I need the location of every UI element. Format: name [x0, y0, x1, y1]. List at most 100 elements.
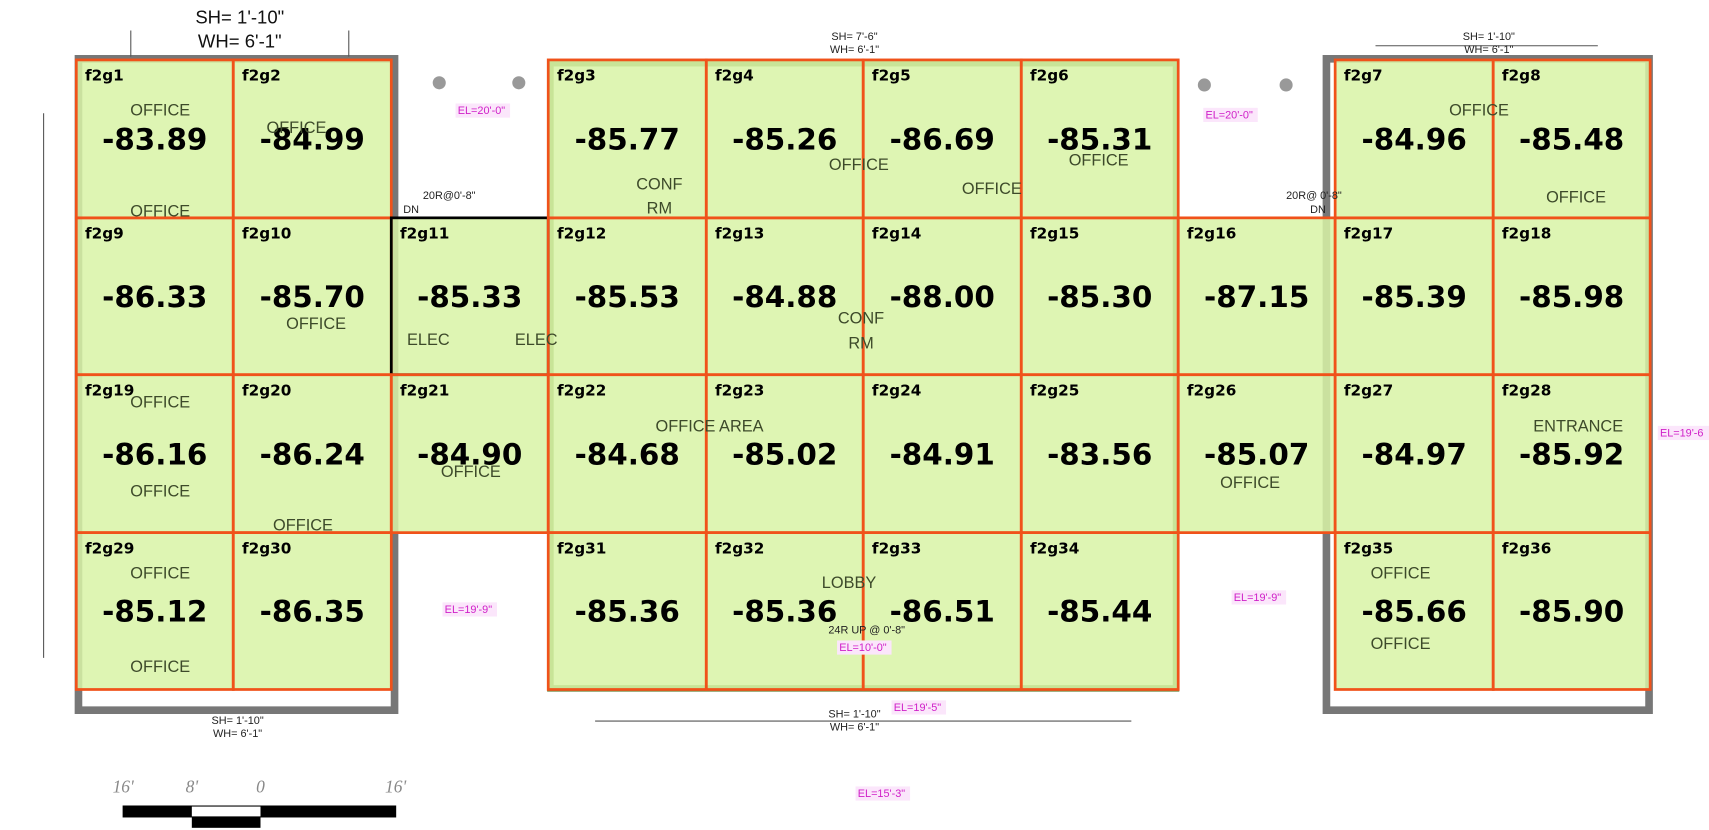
grid-cell — [76, 532, 234, 690]
elevation: EL=20'-0" — [458, 105, 506, 117]
grid-cell — [1335, 59, 1494, 218]
grid-cell — [76, 217, 234, 375]
cell-id: f2g29 — [85, 539, 134, 557]
cell-value: -86.24 — [260, 437, 365, 471]
room-label: LOBBY — [822, 574, 877, 592]
cell-value: -87.15 — [1204, 280, 1309, 314]
grid-cell — [863, 59, 1022, 218]
room-label: CONF — [636, 175, 682, 193]
cell-value: -85.26 — [732, 123, 837, 157]
cell-value: -84.97 — [1362, 437, 1467, 471]
cell-id: f2g9 — [85, 225, 124, 243]
room-label: OFFICE — [130, 393, 190, 411]
cell-id: f2g30 — [242, 539, 291, 557]
cell-id: f2g6 — [1030, 67, 1069, 85]
cell-id: f2g18 — [1502, 225, 1551, 243]
grid-cell — [706, 532, 864, 690]
cell-value: -83.56 — [1047, 437, 1152, 471]
notes: SH= 7'-6"WH= 6'-1"SH= 1'-10"WH= 6'-1"SH=… — [113, 31, 1709, 801]
cell-value: -85.36 — [575, 595, 680, 629]
room-label: RM — [647, 199, 672, 217]
grid-cell — [391, 374, 549, 533]
elevation: EL=20'-0" — [1205, 109, 1253, 121]
note: SH= 1'-10" — [828, 708, 880, 720]
elevation-box — [455, 103, 511, 118]
grid-cell — [1021, 59, 1179, 218]
elevation-box — [855, 786, 911, 801]
room-label: OFFICE — [273, 516, 333, 534]
note: WH= 6'-1" — [830, 721, 879, 733]
cell-value: -84.88 — [732, 280, 837, 314]
room-label: OFFICE — [286, 315, 346, 333]
elevation: EL=19'-9" — [1234, 592, 1282, 604]
scale-label: 16' — [113, 777, 134, 797]
room-label: OFFICE — [1371, 635, 1431, 653]
cell-id: f2g21 — [400, 382, 449, 400]
note: 20R@ 0'-8" — [1286, 190, 1342, 202]
elevation-box — [891, 700, 947, 715]
grid-cell — [706, 59, 864, 218]
cell-id: f2g3 — [557, 67, 596, 85]
cell-value: -85.92 — [1519, 437, 1624, 471]
grid-cell — [1335, 532, 1494, 690]
room-label: OFFICE — [130, 658, 190, 676]
scale-label: 16' — [385, 777, 406, 797]
columns — [432, 76, 1293, 92]
cell-id: f2g20 — [242, 382, 291, 400]
cell-id: f2g1 — [85, 67, 124, 85]
scale-label: 0 — [256, 777, 265, 797]
room-label: OFFICE — [130, 101, 190, 119]
cell-value: -84.68 — [575, 437, 680, 471]
elevation-box — [837, 640, 892, 655]
room-label: OFFICE — [441, 463, 501, 481]
grid-cell — [233, 374, 392, 533]
cell-id: f2g5 — [872, 67, 911, 85]
cell-id: f2g36 — [1502, 539, 1551, 557]
note: WH= 6'-1" — [213, 728, 262, 740]
cell-value: -85.98 — [1519, 280, 1624, 314]
note: SH= 1'-10" — [1463, 31, 1515, 43]
cell-value: -85.30 — [1047, 280, 1152, 314]
cell-id: f2g28 — [1502, 382, 1551, 400]
dimension-lines — [43, 30, 1598, 722]
grid-cell — [1493, 374, 1651, 533]
grid-cell-border — [1491, 531, 1652, 691]
grid-cell — [706, 374, 864, 533]
room-label: OFFICE — [1449, 101, 1509, 119]
grid-cell — [863, 217, 1022, 375]
grid-cell-border — [231, 531, 393, 691]
cell-id: f2g24 — [872, 382, 921, 400]
elevation-box — [442, 602, 498, 617]
cell-value: -85.53 — [575, 280, 680, 314]
room-label: OFFICE — [267, 119, 327, 137]
cell-value: -85.12 — [102, 595, 207, 629]
cell-id: f2g22 — [557, 382, 606, 400]
cell-value: -86.51 — [890, 595, 995, 629]
room-label: OFFICE — [130, 564, 190, 582]
grid-cell — [1021, 217, 1179, 375]
cell-value: -84.91 — [890, 437, 995, 471]
room-label: OFFICE — [130, 483, 190, 501]
cell-value: -85.77 — [575, 123, 680, 157]
note: DN — [403, 204, 419, 216]
wh-label: WH= 6'-1" — [198, 30, 282, 51]
cell-value: -88.00 — [890, 280, 995, 314]
grid-cell — [1021, 374, 1179, 533]
cell-id: f2g35 — [1344, 539, 1393, 557]
cell-id: f2g25 — [1030, 382, 1079, 400]
cell-value: -85.39 — [1362, 280, 1467, 314]
room-label: ELEC — [407, 331, 450, 349]
cell-value: -86.35 — [260, 595, 365, 629]
grid-cell — [1335, 217, 1494, 375]
cell-value: -84.99 — [260, 123, 365, 157]
cell-id: f2g7 — [1344, 67, 1383, 85]
grid-cell — [233, 532, 392, 690]
cell-value: -85.36 — [732, 595, 837, 629]
cell-id: f2g33 — [872, 539, 921, 557]
cell-value: -85.31 — [1047, 123, 1152, 157]
cell-id: f2g17 — [1344, 225, 1393, 243]
cell-value: -84.96 — [1362, 123, 1467, 157]
room-label: OFFICE — [962, 180, 1022, 198]
